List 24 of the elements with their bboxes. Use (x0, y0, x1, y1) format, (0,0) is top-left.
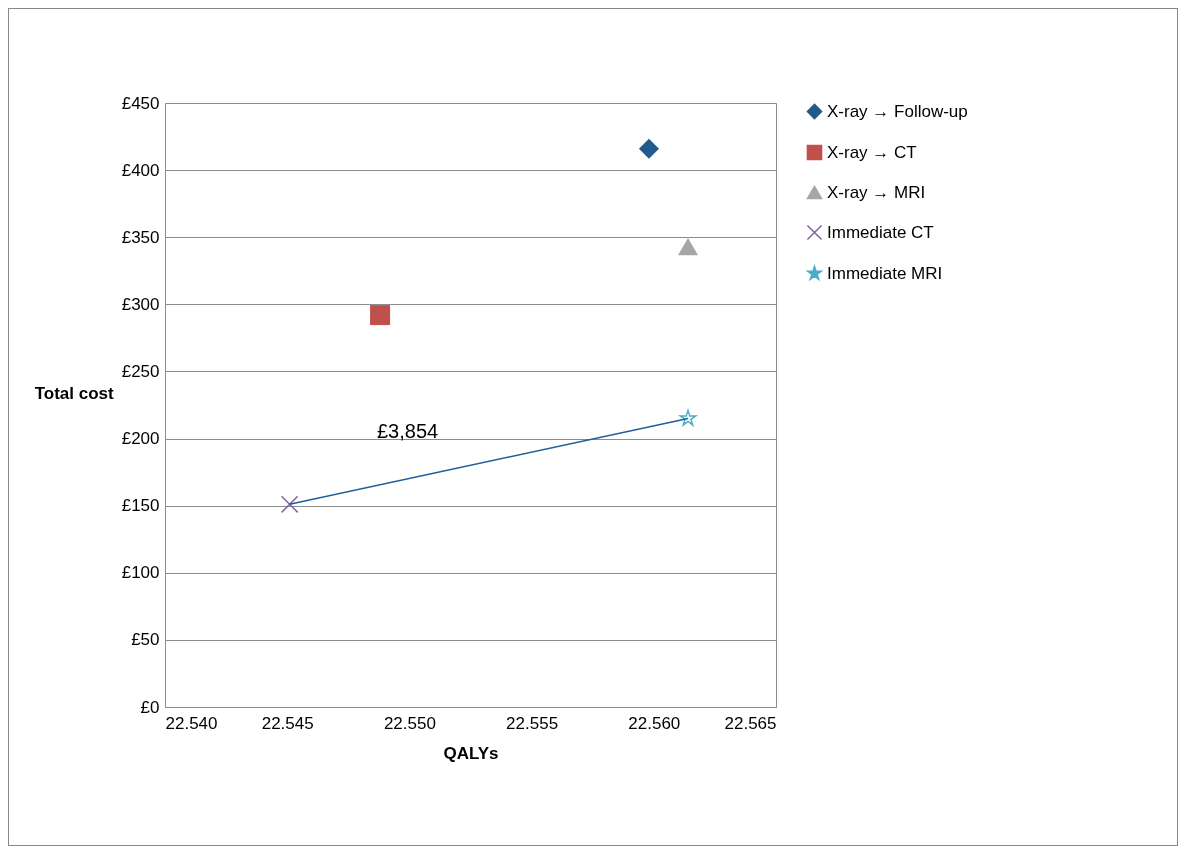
y-tick-label: £350 (121, 227, 160, 247)
y-tick-label: £400 (121, 160, 160, 180)
y-tick-label: £300 (121, 294, 160, 314)
x-tick-label: 22.545 (261, 713, 314, 733)
y-tick-label: £450 (121, 93, 160, 113)
legend-label: Immediate CT (827, 222, 934, 242)
y-tick-label: £50 (131, 630, 160, 650)
x-tick-label: 22.555 (506, 713, 559, 733)
y-tick-label: £100 (121, 563, 160, 583)
y-axis-title: Total cost (34, 383, 115, 403)
annotation: £3,854 (377, 420, 439, 442)
legend-label: X-ray → CT (827, 142, 917, 162)
y-tick-label: £150 (121, 496, 160, 516)
y-tick-label: £250 (121, 361, 160, 381)
legend-label: Immediate MRI (827, 263, 943, 283)
x-tick-label: 22.565 (724, 713, 777, 733)
x-axis-title: QALYs (443, 743, 499, 763)
legend-label: X-ray → Follow-up (827, 101, 968, 121)
x-tick-label: 22.550 (383, 713, 436, 733)
x-tick-label: 22.560 (628, 713, 681, 733)
x-tick-label: 22.540 (165, 713, 218, 733)
y-tick-label: £0 (140, 697, 160, 717)
y-tick-label: £200 (121, 429, 160, 449)
legend-label: X-ray → MRI (827, 182, 926, 202)
